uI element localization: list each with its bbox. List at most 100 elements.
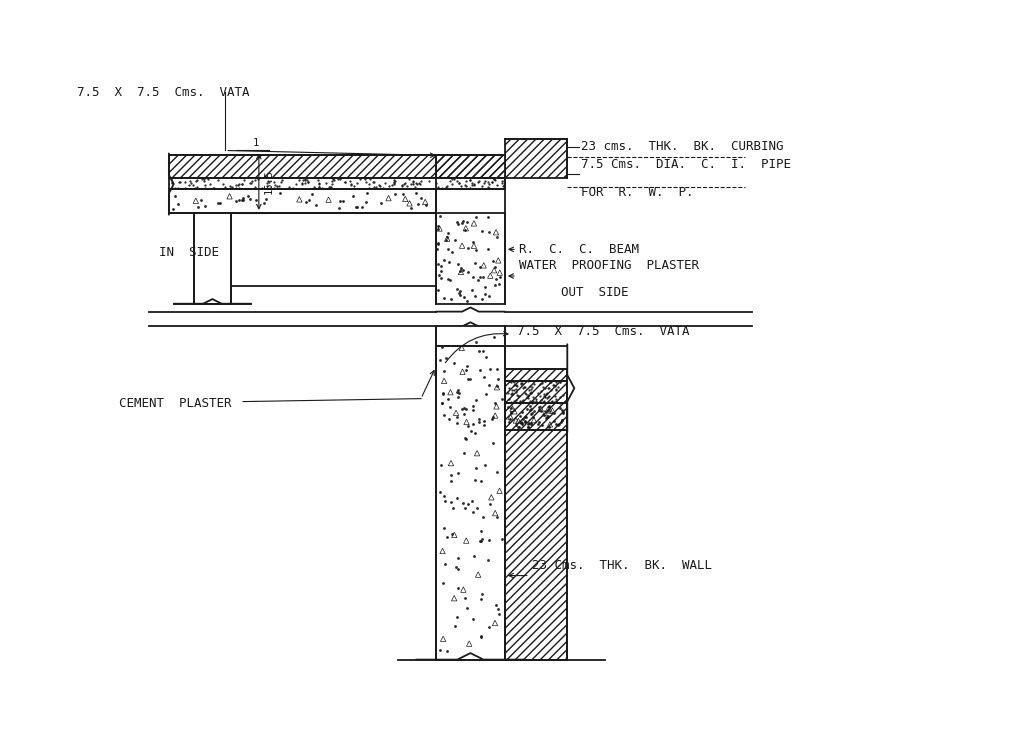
- Point: [445, 502, 461, 514]
- Point: [450, 582, 466, 594]
- Point: [481, 363, 497, 375]
- Point: [510, 421, 526, 433]
- Point: [259, 181, 275, 192]
- Point: [436, 409, 452, 421]
- Point: [472, 535, 488, 547]
- Point: [435, 387, 451, 398]
- Bar: [169, 156, 504, 178]
- Point: [465, 271, 481, 283]
- Point: [443, 173, 459, 185]
- Point: [506, 379, 522, 391]
- Point: [449, 175, 465, 186]
- Point: [471, 262, 487, 273]
- Point: [210, 197, 226, 209]
- Point: [465, 179, 481, 191]
- Point: [432, 486, 448, 498]
- Point: [480, 534, 496, 546]
- Point: [228, 182, 245, 194]
- Point: [177, 183, 193, 194]
- Point: [493, 175, 510, 187]
- Point: [530, 404, 546, 416]
- Point: [456, 292, 472, 303]
- Point: [170, 199, 186, 211]
- Point: [345, 190, 361, 202]
- Point: [462, 174, 478, 186]
- Point: [513, 377, 529, 389]
- Point: [271, 181, 287, 192]
- Point: [433, 260, 449, 271]
- Text: 1: 1: [253, 137, 259, 148]
- Point: [499, 387, 516, 399]
- Point: [299, 176, 315, 188]
- Point: [393, 179, 409, 191]
- Point: [432, 644, 448, 656]
- Point: [480, 181, 496, 192]
- Point: [473, 475, 489, 487]
- Point: [365, 181, 381, 192]
- Point: [473, 180, 489, 192]
- Point: [448, 387, 464, 398]
- Point: [458, 180, 474, 192]
- Point: [448, 417, 464, 429]
- Point: [442, 274, 458, 286]
- Point: [385, 178, 401, 190]
- Point: [332, 196, 348, 208]
- Point: [552, 402, 568, 414]
- Point: [514, 417, 530, 429]
- Point: [303, 188, 319, 200]
- Point: [537, 391, 553, 403]
- Point: [479, 243, 495, 255]
- Point: [428, 177, 444, 189]
- Point: [464, 613, 480, 625]
- Point: [526, 378, 542, 390]
- Point: [489, 511, 506, 523]
- Point: [449, 218, 465, 230]
- Point: [397, 177, 413, 189]
- Point: [462, 425, 478, 437]
- Point: [231, 183, 247, 194]
- Point: [493, 178, 510, 189]
- Point: [451, 387, 467, 398]
- Point: [465, 178, 481, 189]
- Point: [407, 187, 424, 199]
- Point: [451, 178, 467, 189]
- Point: [474, 511, 490, 523]
- Bar: [436, 156, 504, 178]
- Point: [512, 379, 528, 390]
- Point: [229, 179, 246, 191]
- Point: [508, 379, 524, 391]
- Point: [449, 391, 465, 403]
- Bar: [193, 213, 231, 303]
- Point: [324, 178, 340, 189]
- Point: [480, 178, 496, 189]
- Point: [450, 564, 466, 575]
- Point: [437, 558, 453, 569]
- Point: [472, 535, 488, 547]
- Point: [210, 174, 226, 186]
- Point: [358, 175, 374, 187]
- Point: [551, 419, 567, 431]
- Point: [485, 173, 501, 185]
- Point: [193, 173, 209, 185]
- Point: [432, 354, 448, 366]
- Point: [525, 395, 541, 407]
- Point: [527, 393, 543, 405]
- Point: [439, 232, 455, 243]
- Point: [456, 501, 472, 513]
- Point: [520, 392, 536, 404]
- Text: IN  SIDE: IN SIDE: [159, 246, 218, 259]
- Point: [442, 401, 458, 413]
- Point: [326, 174, 342, 186]
- Point: [517, 387, 533, 399]
- Point: [488, 466, 504, 477]
- Point: [553, 404, 569, 416]
- Point: [438, 235, 454, 246]
- Point: [265, 183, 281, 194]
- Point: [520, 389, 536, 401]
- Point: [227, 194, 244, 206]
- Point: [193, 194, 209, 206]
- Point: [550, 419, 566, 431]
- Point: [545, 407, 561, 419]
- Point: [187, 182, 203, 194]
- Point: [434, 397, 450, 409]
